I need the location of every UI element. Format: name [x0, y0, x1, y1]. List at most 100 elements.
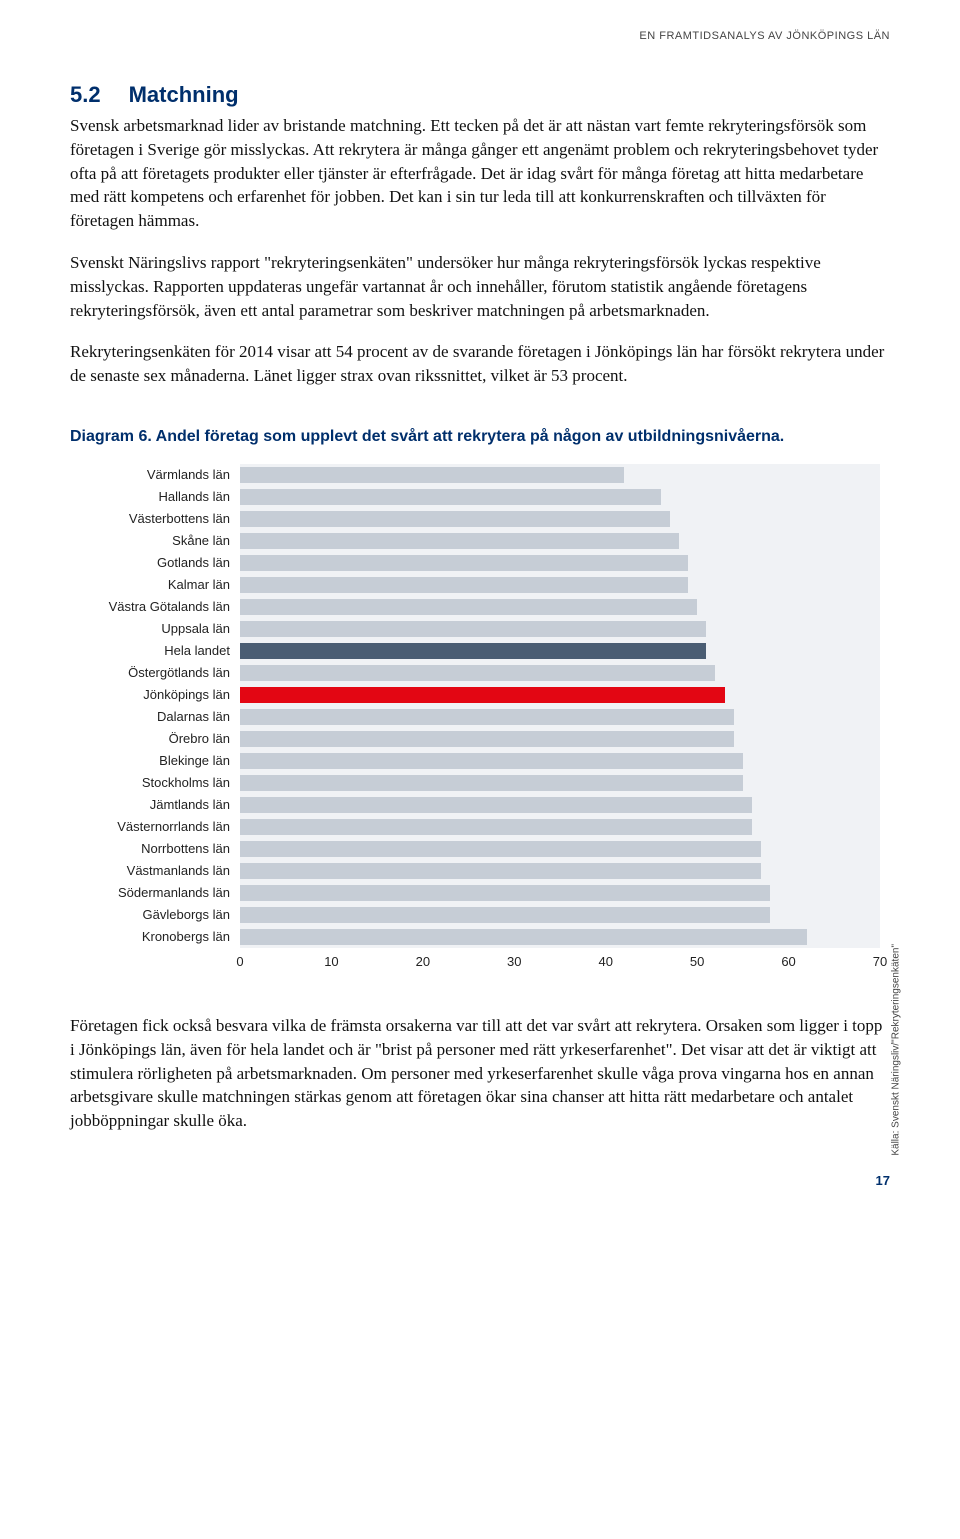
chart-row: Uppsala län — [80, 618, 880, 640]
chart-row-plot — [240, 486, 880, 508]
chart-row-plot — [240, 574, 880, 596]
chart-bar — [240, 929, 807, 945]
x-axis-tick: 70 — [873, 954, 887, 969]
chart-row-plot — [240, 838, 880, 860]
chart-row: Västra Götalands län — [80, 596, 880, 618]
x-axis-tick: 50 — [690, 954, 704, 969]
chart-row: Kalmar län — [80, 574, 880, 596]
chart-bar — [240, 555, 688, 571]
chart-bar — [240, 599, 697, 615]
chart-row-plot — [240, 552, 880, 574]
chart-row: Kronobergs län — [80, 926, 880, 948]
page-number: 17 — [70, 1173, 890, 1188]
running-head: EN FRAMTIDSANALYS AV JÖNKÖPINGS LÄN — [70, 30, 890, 42]
chart-row-label: Hallands län — [80, 489, 240, 504]
chart-row: Norrbottens län — [80, 838, 880, 860]
chart-bar — [240, 533, 679, 549]
chart-row-plot — [240, 816, 880, 838]
chart-bar — [240, 665, 715, 681]
chart-row: Hallands län — [80, 486, 880, 508]
chart-row-plot — [240, 464, 880, 486]
chart-bar — [240, 863, 761, 879]
chart-row-label: Örebro län — [80, 731, 240, 746]
x-axis-tick: 40 — [598, 954, 612, 969]
chart-bar — [240, 577, 688, 593]
bar-chart: Värmlands län Hallands län Västerbottens l… — [80, 464, 880, 974]
chart-source: Källa: Svenskt Näringsliv/"Rekryteringse… — [891, 944, 902, 1156]
x-axis-tick: 30 — [507, 954, 521, 969]
chart-row-label: Västerbottens län — [80, 511, 240, 526]
chart-row: Värmlands län — [80, 464, 880, 486]
chart-row-plot — [240, 706, 880, 728]
chart-bar — [240, 753, 743, 769]
chart-row-plot — [240, 640, 880, 662]
x-axis-tick: 10 — [324, 954, 338, 969]
chart-row-label: Gotlands län — [80, 555, 240, 570]
footer-paragraph: Företagen fick också besvara vilka de fr… — [70, 1014, 890, 1133]
chart-row-label: Gävleborgs län — [80, 907, 240, 922]
chart-row-label: Dalarnas län — [80, 709, 240, 724]
chart-row: Västerbottens län — [80, 508, 880, 530]
chart-row: Stockholms län — [80, 772, 880, 794]
chart-row-plot — [240, 750, 880, 772]
chart-row-plot — [240, 794, 880, 816]
chart-row-plot — [240, 662, 880, 684]
paragraph-2: Svenskt Näringslivs rapport "rekrytering… — [70, 251, 890, 322]
chart-row-plot — [240, 926, 880, 948]
chart-row-label: Uppsala län — [80, 621, 240, 636]
chart-row: Blekinge län — [80, 750, 880, 772]
chart-row-label: Norrbottens län — [80, 841, 240, 856]
chart-row-plot — [240, 596, 880, 618]
chart-bar — [240, 775, 743, 791]
chart-row: Jämtlands län — [80, 794, 880, 816]
chart-row-label: Västernorrlands län — [80, 819, 240, 834]
chart-row-label: Värmlands län — [80, 467, 240, 482]
chart-row-plot — [240, 860, 880, 882]
chart-bar — [240, 621, 706, 637]
chart-bar — [240, 511, 670, 527]
chart-row: Hela landet — [80, 640, 880, 662]
chart-row-label: Kalmar län — [80, 577, 240, 592]
chart-bar — [240, 731, 734, 747]
chart-row-label: Västra Götalands län — [80, 599, 240, 614]
chart-row-label: Kronobergs län — [80, 929, 240, 944]
chart-row: Jönköpings län — [80, 684, 880, 706]
chart-bar — [240, 489, 661, 505]
section-number: 5.2 — [70, 82, 101, 108]
chart-row-plot — [240, 728, 880, 750]
paragraph-3: Rekryteringsenkäten för 2014 visar att 5… — [70, 340, 890, 388]
chart-row-label: Jönköpings län — [80, 687, 240, 702]
chart-row-label: Östergötlands län — [80, 665, 240, 680]
chart-row-label: Södermanlands län — [80, 885, 240, 900]
chart-row: Dalarnas län — [80, 706, 880, 728]
x-axis: 010203040506070 — [80, 954, 880, 974]
chart-row-plot — [240, 882, 880, 904]
chart-bar — [240, 467, 624, 483]
chart-row-label: Blekinge län — [80, 753, 240, 768]
chart-row: Örebro län — [80, 728, 880, 750]
chart-row-plot — [240, 508, 880, 530]
section-header: 5.2 Matchning — [70, 82, 890, 108]
chart-bar — [240, 907, 770, 923]
chart-row: Skåne län — [80, 530, 880, 552]
chart-row-label: Skåne län — [80, 533, 240, 548]
chart-bar — [240, 797, 752, 813]
chart-bar — [240, 841, 761, 857]
chart-row: Östergötlands län — [80, 662, 880, 684]
chart-row: Södermanlands län — [80, 882, 880, 904]
chart-bar — [240, 819, 752, 835]
x-axis-tick: 20 — [416, 954, 430, 969]
chart-bar — [240, 709, 734, 725]
x-axis-tick: 0 — [236, 954, 243, 969]
chart-row-plot — [240, 684, 880, 706]
chart-row: Gävleborgs län — [80, 904, 880, 926]
chart-row: Västernorrlands län — [80, 816, 880, 838]
section-title: Matchning — [129, 82, 239, 108]
chart-bar — [240, 643, 706, 659]
diagram-title: Diagram 6. Andel företag som upplevt det… — [70, 428, 890, 446]
chart-row-plot — [240, 618, 880, 640]
x-axis-tick: 60 — [781, 954, 795, 969]
chart-row: Västmanlands län — [80, 860, 880, 882]
paragraph-1: Svensk arbetsmarknad lider av bristande … — [70, 114, 890, 233]
chart-row-label: Västmanlands län — [80, 863, 240, 878]
